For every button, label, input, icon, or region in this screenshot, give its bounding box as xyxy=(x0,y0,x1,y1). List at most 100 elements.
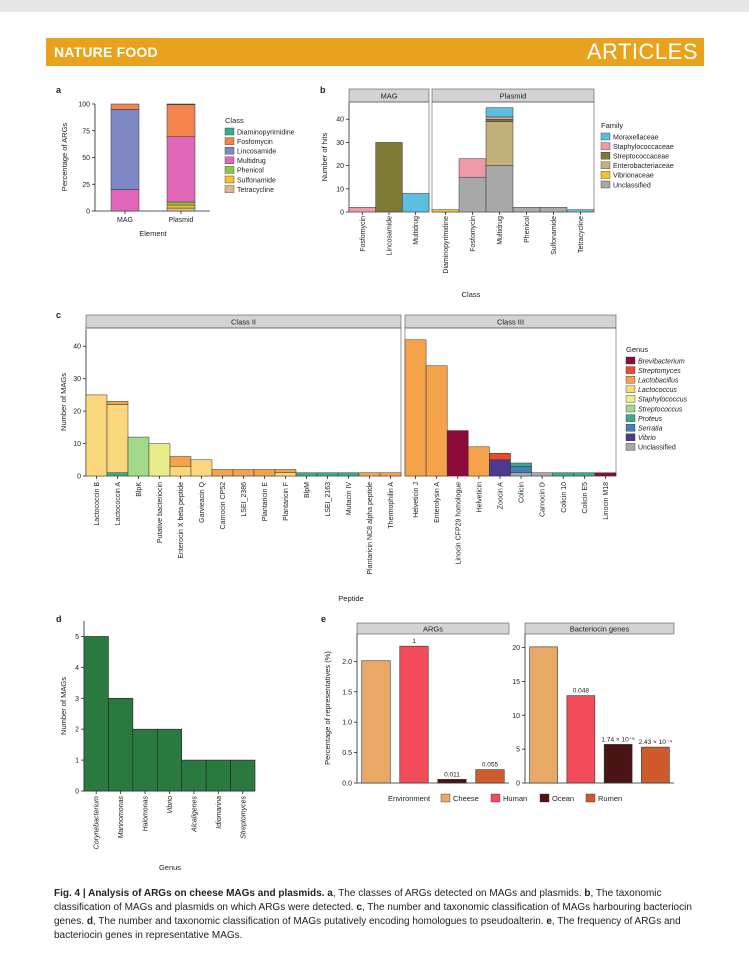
panel-c-x-tick-label: LSEI_2163 xyxy=(325,482,332,517)
panel-c-legend-swatch-staphylococcus xyxy=(625,395,636,403)
panel-c-legend-label-unclassified: Unclassified xyxy=(638,445,676,452)
panel-c-bar-class-ii-thermophilin-a-lactobacillus xyxy=(379,472,402,477)
panel-c-y-tick-label: 30 xyxy=(73,376,81,383)
panel-a-y-tick-label: 100 xyxy=(78,102,90,109)
panel-c-x-tick-label: Zoocin A xyxy=(497,482,504,510)
panel-a-legend-swatch-sulfonamide xyxy=(224,175,235,184)
panel-e-letter: e xyxy=(321,614,326,624)
panel-c-x-tick-label: Mutacin IV xyxy=(346,482,353,515)
panel-a-bar-plasmid-phenicol xyxy=(166,201,196,206)
panel-b-x-label: Class xyxy=(462,290,481,299)
panel-a-legend-label-multidrug: Multidrug xyxy=(237,158,266,165)
panel-d-bar-halomonas xyxy=(132,728,158,792)
panel-b-x-tick-label: Fosfomycin xyxy=(470,216,477,252)
panel-c-bar-class-ii-enterocin-x-beta-peptide-lactococcus xyxy=(169,466,192,477)
panel-a-bar-mag-fosfomycin xyxy=(110,103,140,110)
panel-e-bacteriocin-genes-y-tick-label: 10 xyxy=(512,713,520,720)
panel-c-y-label: Number of MAGs xyxy=(59,373,68,431)
panel-c-x-tick-label: Linocin CFP29 homologue xyxy=(455,482,462,565)
panel-e-y-label: Percentage of representatives (%) xyxy=(323,651,332,765)
panel-b-bar-plasmid-multidrug-streptococcaceae xyxy=(485,118,514,122)
panel-c-x-tick-label: Colicin xyxy=(519,482,526,503)
panel-b-y-tick-label: 10 xyxy=(336,186,344,193)
caption-b-text: , The taxonomic classification of MAGs a… xyxy=(54,888,662,913)
panel-e-bar-args-human xyxy=(399,645,429,784)
panel-d-y-tick-label: 4 xyxy=(75,665,79,672)
panel-a-legend-label-phenicol: Phenicol xyxy=(237,168,264,175)
panel-d-letter: d xyxy=(56,614,62,624)
panel-e-bar-bacteriocin-genes-cheese xyxy=(529,646,558,784)
panel-c-legend-label-streptococcus: Streptococcus xyxy=(638,406,683,413)
caption-a-letter: a xyxy=(327,888,333,899)
panel-a-y-tick-label: 50 xyxy=(82,155,90,162)
panel-a-legend-label-diaminopyrimidine: Diaminopyrimidine xyxy=(237,129,295,136)
panel-c-bar-class-ii-lactococcin-a-lactobacillus xyxy=(106,401,129,405)
panel-d-bar-corynebacterium xyxy=(83,636,109,792)
panel-a-legend-swatch-phenicol xyxy=(224,166,235,174)
panel-c-bar-class-iii-colicin-10-proteus xyxy=(552,472,575,477)
panel-e-value-label: 1 xyxy=(412,638,416,645)
panel-c-y-tick-label: 0 xyxy=(77,474,81,481)
panel-c-bar-class-ii-lsei-2386-lactobacillus xyxy=(232,469,255,477)
panel-b-legend-swatch-vibrionaceae xyxy=(600,171,611,179)
panel-c-y-tick-label: 10 xyxy=(73,441,81,448)
panel-d-bar-alcaligenes xyxy=(181,759,207,792)
panel-b-bar-plasmid-multidrug-enterobacteriaceae xyxy=(485,121,514,166)
panel-a-x-tick-label: Plasmid xyxy=(169,217,194,224)
panel-c-bar-class-ii-blpk-streptococcus xyxy=(127,436,150,477)
caption-e-letter: e xyxy=(546,916,552,927)
caption-c-text: , The number and taxonomic classificatio… xyxy=(54,902,692,927)
panel-d-y-tick-label: 2 xyxy=(75,727,79,734)
panel-c-x-tick-label: Plantaricin F xyxy=(283,482,290,521)
panel-c-legend-swatch-vibrio xyxy=(625,433,636,441)
section-name: ARTICLES xyxy=(586,39,698,64)
panel-e-legend-label-rumen: Rumen xyxy=(598,794,622,803)
panel-a-bar-plasmid-multidrug xyxy=(166,136,196,203)
panel-a-legend-swatch-multidrug xyxy=(224,156,235,165)
panel-c-bar-class-ii-garvieacin-q-lactococcus xyxy=(190,459,213,477)
panel-b-legend-title: Family xyxy=(601,121,623,130)
panel-b-y-label: Number of hits xyxy=(320,132,329,181)
panel-b-x-tick-label: Fosfomycin xyxy=(360,216,367,252)
panel-c-x-tick-label: Garvieacin Q xyxy=(199,481,206,522)
panel-e-args-y-tick-label: 2.0 xyxy=(342,659,352,666)
panel-c-bar-class-iii-enterolysin-a-lactobacillus xyxy=(425,365,448,477)
panel-c-legend-label-lactococcus: Lactococcus xyxy=(638,387,677,394)
panel-a-legend-label-sulfonamide: Sulfonamide xyxy=(237,177,276,184)
panel-c-letter: c xyxy=(56,310,61,320)
panel-b-legend-label-moraxellaceae: Moraxellaceae xyxy=(613,134,659,141)
panel-c-bar-class-iii-colicin-e5-proteus xyxy=(573,472,596,477)
panel-b-x-tick-label: Phenicol xyxy=(524,216,531,243)
panel-e-legend-swatch-human xyxy=(490,793,501,803)
panel-c-legend-label-lactobacillus: Lactobacillus xyxy=(638,378,679,385)
panel-e-value-label: 0.048 xyxy=(573,688,590,695)
panel-c-legend-title: Genus xyxy=(626,345,648,354)
panel-e-bacteriocin-genes-y-tick-label: 15 xyxy=(512,679,520,686)
panel-e-args-y-tick-label: 0.5 xyxy=(342,750,352,757)
panel-c-bar-class-iii-colicin-serratia xyxy=(510,466,532,474)
panel-a-bar-plasmid-sulfonamide xyxy=(166,204,196,209)
panel-c-legend-swatch-streptomyces xyxy=(625,366,636,374)
panel-a-bar-plasmid-diaminopyrimidine xyxy=(166,103,196,105)
panel-b-x-tick-label: Multidrug xyxy=(413,216,420,245)
panel-a-y-tick-label: 25 xyxy=(82,182,90,189)
panel-b-legend-swatch-unclassified xyxy=(600,180,611,189)
panel-e-bar-bacteriocin-genes-rumen xyxy=(641,746,670,784)
panel-b-bar-mag-multidrug-moraxellaceae xyxy=(402,193,430,213)
panel-e-bar-bacteriocin-genes-ocean xyxy=(603,744,633,784)
panel-c-x-tick-label: Carnocin D xyxy=(540,482,547,517)
panel-d-y-tick-label: 1 xyxy=(75,758,79,765)
panel-b-legend-label-staphylococcaceae: Staphylococcaceae xyxy=(613,144,674,151)
panel-e-bar-bacteriocin-genes-human xyxy=(566,695,596,784)
caption-c-letter: c xyxy=(356,902,362,913)
panel-c-x-tick-label: Putative bacteriocin xyxy=(157,482,164,543)
panel-c-x-tick-label: Plantaricin NC8 alpha peptide xyxy=(367,482,374,575)
panel-a-legend-swatch-tetracycline xyxy=(224,185,235,193)
panel-a-bar-plasmid-fosfomycin xyxy=(166,104,196,137)
caption-d-text: , The number and taxonomic classificatio… xyxy=(92,916,547,927)
panel-b-x-tick-label: Multidrug xyxy=(497,216,504,245)
panel-c-x-tick-label: Enterocin X beta peptide xyxy=(178,482,185,559)
panel-c-bar-class-ii-carnocin-cp52-lactobacillus xyxy=(211,469,234,477)
figure-caption: Fig. 4 | Analysis of ARGs on cheese MAGs… xyxy=(54,887,700,943)
